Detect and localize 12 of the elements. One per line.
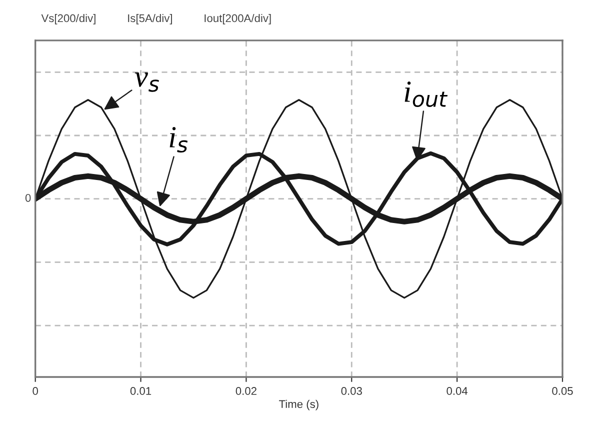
x-tick-label: 0.05 [552, 387, 573, 395]
x-tick-label: 0.03 [341, 387, 362, 395]
x-tick-label: 0.02 [236, 387, 256, 395]
chart-title: Vs[200/div] Is[5A/div] Iout[200A/div] [41, 14, 271, 24]
x-tick-label: 0.01 [130, 387, 152, 395]
annotation: i$_{s}$ [170, 127, 188, 153]
annotation: v$_{s}$ [134, 72, 159, 92]
x-axis-title: Time (s) [279, 400, 318, 410]
x-tick-label: 0.04 [446, 387, 468, 395]
x-tick-label: 0 [32, 387, 38, 395]
annotation: i$_{out}$ [404, 81, 448, 108]
text: 0 [25, 194, 31, 202]
